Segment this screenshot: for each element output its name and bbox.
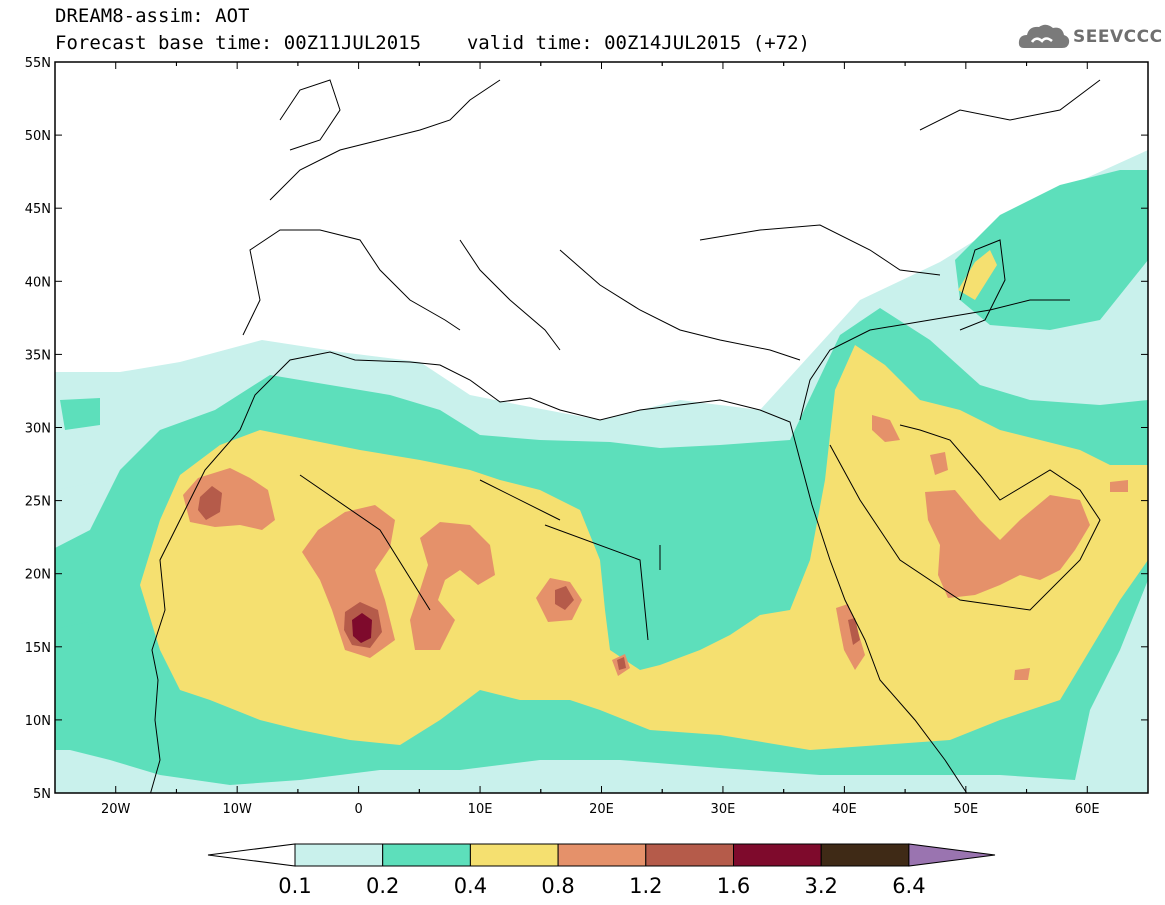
colorbar-label: 3.2 bbox=[804, 874, 837, 898]
lat-label: 10N bbox=[25, 714, 51, 729]
lat-label: 25N bbox=[25, 495, 51, 510]
coastlines bbox=[150, 79, 1101, 793]
lon-label: 40E bbox=[832, 802, 857, 817]
lat-label: 40N bbox=[25, 275, 51, 290]
colorbar-label: 0.2 bbox=[366, 874, 399, 898]
lat-label: 15N bbox=[25, 641, 51, 656]
valid-time: valid time: 00Z14JUL2015 (+72) bbox=[466, 32, 810, 54]
lon-label: 10E bbox=[468, 802, 493, 817]
colorbar-segment bbox=[294, 843, 384, 867]
colorbar-over-triangle bbox=[908, 843, 996, 867]
aot-contour-map bbox=[55, 62, 1148, 793]
lon-label: 50E bbox=[953, 802, 978, 817]
lat-label: 20N bbox=[25, 568, 51, 583]
map-axes: 20W 10W 0 10E 20E 30E 40E 50E 60E 55N 50N 45N 40N 35N… bbox=[25, 56, 1149, 817]
colorbar-label: 0.1 bbox=[278, 874, 311, 898]
colorbar: 0.1 0.2 0.4 0.8 1.2 1.6 3.2 6.4 bbox=[207, 843, 996, 898]
colorbar-segment bbox=[820, 843, 910, 867]
colorbar-segment bbox=[469, 843, 559, 867]
aot-level-0-8 bbox=[183, 415, 1128, 680]
aot-level-1-6 bbox=[352, 613, 372, 643]
lon-label: 10W bbox=[222, 802, 252, 817]
colorbar-label: 1.2 bbox=[629, 874, 662, 898]
lat-label: 30N bbox=[25, 422, 51, 437]
lat-label: 55N bbox=[25, 56, 51, 71]
colorbar-segment bbox=[733, 843, 822, 867]
colorbar-label: 1.6 bbox=[717, 874, 750, 898]
colorbar-label: 0.4 bbox=[454, 874, 487, 898]
lon-label: 0 bbox=[354, 802, 362, 817]
lon-label: 30E bbox=[711, 802, 736, 817]
lat-label: 5N bbox=[33, 787, 51, 802]
colorbar-label: 0.8 bbox=[541, 874, 574, 898]
forecast-times: Forecast base time: 00Z11JUL2015 valid t… bbox=[55, 33, 810, 53]
colorbar-segment bbox=[382, 843, 471, 867]
lon-label: 60E bbox=[1075, 802, 1100, 817]
lat-label: 35N bbox=[25, 348, 51, 363]
colorbar-under-triangle bbox=[207, 843, 296, 867]
chart-title: DREAM8-assim: AOT bbox=[55, 5, 250, 27]
brand-name: SEEVCCC bbox=[1073, 27, 1163, 47]
lat-label: 50N bbox=[25, 129, 51, 144]
brand-logo: SEEVCCC bbox=[1018, 22, 1163, 52]
lon-label: 20E bbox=[589, 802, 614, 817]
cloud-logo-icon bbox=[1018, 24, 1070, 48]
lon-label: 20W bbox=[101, 802, 131, 817]
colorbar-label: 6.4 bbox=[892, 874, 925, 898]
base-time: Forecast base time: 00Z11JUL2015 bbox=[55, 32, 422, 54]
aot-level-0-4 bbox=[140, 250, 1148, 750]
colorbar-segment bbox=[645, 843, 734, 867]
colorbar-segment bbox=[557, 843, 647, 867]
lat-label: 45N bbox=[25, 202, 51, 217]
aot-level-1-2 bbox=[198, 486, 860, 670]
